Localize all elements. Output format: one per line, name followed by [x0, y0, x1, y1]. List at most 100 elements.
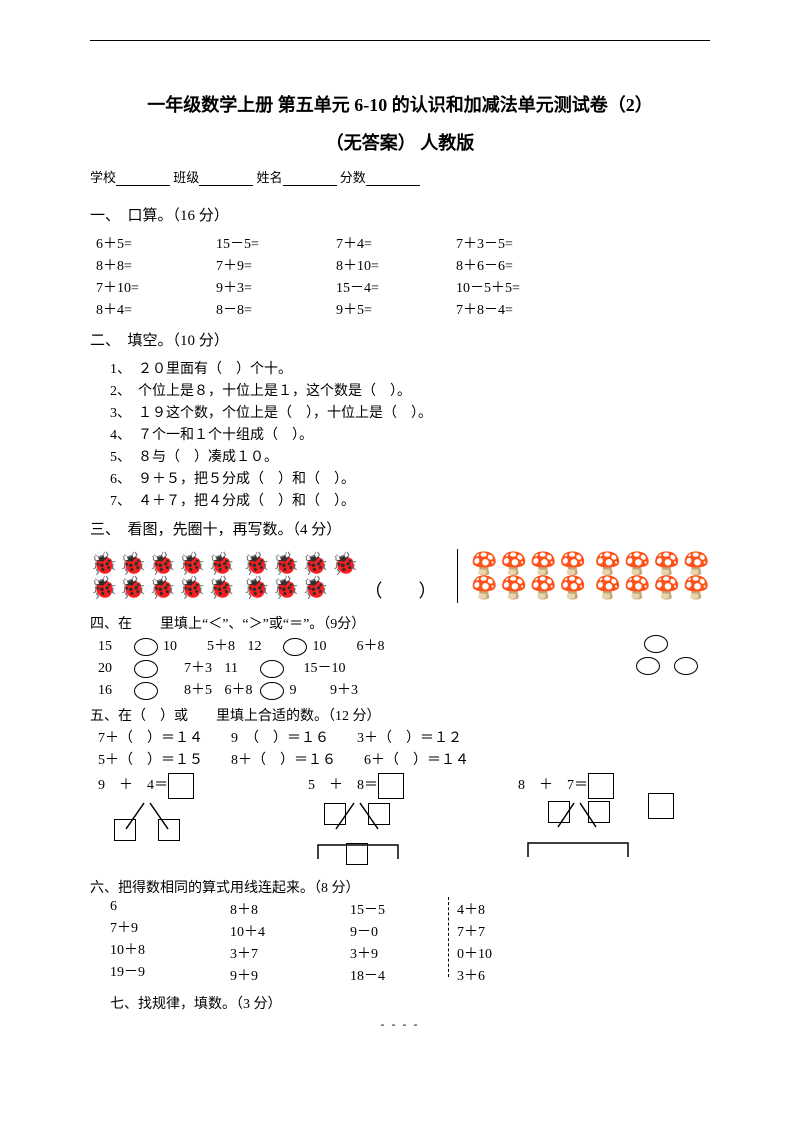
cell: 10＋4 [230, 921, 350, 941]
blank-school[interactable] [116, 171, 170, 186]
cell: 6 [110, 899, 230, 915]
cell: 7＋7 [457, 921, 547, 941]
oval-blank[interactable] [644, 635, 668, 653]
top-rule [90, 40, 710, 41]
answer-paren-1[interactable]: （ ） [365, 577, 437, 603]
label-school: 学校 [90, 170, 116, 185]
cell: 3＋6 [457, 965, 547, 985]
s1-row: 6＋5= 15－5= 7＋4= 7＋3－5= [96, 233, 710, 253]
fill-item: 1、 ２０里面有（ ）个十。 [110, 358, 710, 378]
cell: 4＋8 [457, 899, 547, 919]
bug-icon: 🐞 [119, 577, 146, 599]
blank-score[interactable] [366, 171, 420, 186]
cell: 7＋3－5= [456, 233, 596, 253]
cell: 0＋10 [457, 943, 547, 963]
mush-icon: 🍄 [500, 553, 527, 575]
cell: 9＋5= [336, 299, 456, 319]
cell: 15－5 [350, 899, 440, 919]
info-line: 学校 班级 姓名 分数 [90, 167, 710, 186]
section3-head: 三、 看图，先圈十，再写数。（4 分） [90, 518, 710, 539]
cell: 9＋9 [230, 965, 350, 985]
section7-head: 七、找规律，填数。（3 分） [110, 993, 710, 1013]
oval-blank[interactable] [260, 682, 284, 700]
cell: 9－0 [350, 921, 440, 941]
split-diagram: 8 ＋ 7＝ [518, 773, 688, 873]
box-blank[interactable] [324, 803, 346, 825]
box-blank[interactable] [114, 819, 136, 841]
section2-head: 二、 填空。（10 分） [90, 329, 710, 350]
bug-icon: 🐞 [243, 553, 270, 575]
cell: 3＋7 [230, 943, 350, 963]
cell: 7＋9 [110, 917, 230, 937]
cell: 6＋5= [96, 233, 216, 253]
col: 15－5 9－0 3＋9 18－4 [350, 897, 440, 987]
s1-row: 8＋8= 7＋9= 8＋10= 8＋6－6= [96, 255, 710, 275]
cell: 7＋8－4= [456, 299, 596, 319]
bug-icon: 🐞 [243, 577, 270, 599]
oval-blank[interactable] [134, 638, 158, 656]
n: 20 [98, 661, 128, 677]
cell: 15－5= [216, 233, 336, 253]
subtitle: （无答案） 人教版 [90, 129, 710, 155]
compare-row: 15 10 5＋8 12 10 6＋8 [98, 635, 710, 655]
fill-item: 6、 ９＋５，把５分成（ ）和（ ）。 [110, 468, 710, 488]
box-blank[interactable] [548, 801, 570, 823]
bug-icon: 🐞 [178, 577, 205, 599]
section5-head: 五、在（ ）或 里填上合适的数。（12 分） [90, 705, 710, 725]
fill-item: 2、 个位上是８，十位上是１，这个数是（ ）。 [110, 380, 710, 400]
mushroom-group-2: 🍄🍄🍄🍄 🍄🍄🍄🍄 [594, 553, 710, 599]
n: 10 [313, 639, 343, 655]
bug-icon: 🐞 [302, 577, 329, 599]
row: 🍄🍄🍄🍄 [471, 553, 587, 575]
oval-blank[interactable] [674, 657, 698, 675]
blank-name[interactable] [283, 171, 337, 186]
cell: 8＋4= [96, 299, 216, 319]
cell: 15－4= [336, 277, 456, 297]
box-blank[interactable] [368, 803, 390, 825]
mush-icon: 🍄 [624, 553, 651, 575]
eq: 9 ＋ 4＝ [98, 778, 168, 793]
oval-blank[interactable] [134, 660, 158, 678]
fill-row: 7＋（ ）＝１４ 9 （ ）＝１６ 3＋（ ）＝１２ [98, 727, 710, 747]
box-blank[interactable] [378, 773, 404, 799]
mush-icon: 🍄 [683, 577, 710, 599]
fill-item: 7、 ４＋７，把４分成（ ）和（ ）。 [110, 490, 710, 510]
bug-icon: 🐞 [149, 577, 176, 599]
bug-icon: 🐞 [119, 553, 146, 575]
section6: 六、把得数相同的算式用线连起来。（8 分） 6 7＋9 10＋8 19－9 8＋… [90, 877, 710, 987]
oval-blank[interactable] [283, 638, 307, 656]
side-ovals [634, 657, 701, 675]
bug-icon: 🐞 [208, 577, 235, 599]
s1-row: 7＋10= 9＋3= 15－4= 10－5＋5= [96, 277, 710, 297]
oval-blank[interactable] [260, 660, 284, 678]
box-blank[interactable] [346, 843, 368, 865]
row: 🐞🐞🐞🐞🐞 [90, 577, 235, 599]
mush-icon: 🍄 [624, 577, 651, 599]
blank-class[interactable] [199, 171, 253, 186]
label-name: 姓名 [257, 170, 283, 185]
mush-icon: 🍄 [471, 553, 498, 575]
bug-icon: 🐞 [90, 553, 117, 575]
mush-icon: 🍄 [559, 577, 586, 599]
split-diagram: 9 ＋ 4＝ [98, 773, 268, 873]
mush-icon: 🍄 [594, 577, 621, 599]
cell: 8＋10= [336, 255, 456, 275]
box-blank[interactable] [588, 801, 610, 823]
n: 15－10 [304, 657, 346, 677]
fill-item: 3、 １９这个数，个位上是（ ），十位上是（ ）。 [110, 402, 710, 422]
box-blank[interactable] [168, 773, 194, 799]
n: 8＋5 [184, 679, 214, 699]
oval-blank[interactable] [134, 682, 158, 700]
section1-head: 一、 口算。（16 分） [90, 204, 710, 225]
label-class: 班级 [173, 170, 199, 185]
cell: 8＋8 [230, 899, 350, 919]
section4-head: 四、在 里填上“＜”、“＞”或“＝”。（9分） [90, 613, 710, 633]
box-blank[interactable] [158, 819, 180, 841]
box-blank[interactable] [588, 773, 614, 799]
oval-blank[interactable] [636, 657, 660, 675]
box-blank[interactable] [648, 793, 674, 819]
cell: 18－4 [350, 965, 440, 985]
row: 🍄🍄🍄🍄 [471, 577, 587, 599]
compare-row: 20 7＋3 11 15－10 [98, 657, 710, 677]
row: 🐞🐞🐞🐞🐞 [90, 553, 235, 575]
